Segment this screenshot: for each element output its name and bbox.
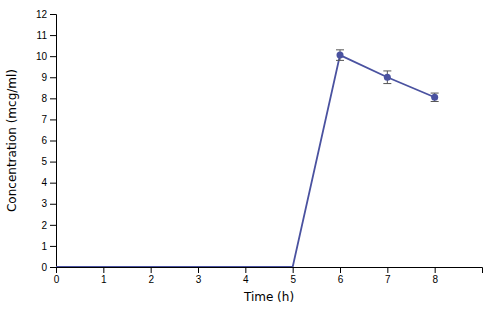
y-tick-mark <box>50 183 56 184</box>
y-tick-mark <box>50 119 56 120</box>
x-tick-mark <box>151 267 152 273</box>
y-tick-label: 4 <box>41 177 47 188</box>
y-tick: 2 <box>41 220 56 231</box>
y-tick-mark <box>50 246 56 247</box>
x-axis: 0 1 2 3 4 5 6 7 8 <box>54 267 483 285</box>
y-tick: 11 <box>37 30 56 41</box>
x-axis-line <box>57 268 483 274</box>
point <box>384 74 391 81</box>
x-tick-mark <box>293 267 294 273</box>
y-tick: 8 <box>41 93 56 104</box>
y-tick-mark <box>50 14 56 15</box>
x-tick-mark <box>387 267 388 273</box>
x-tick: 1 <box>101 267 107 285</box>
y-tick-mark <box>50 141 56 142</box>
y-tick: 6 <box>41 135 56 146</box>
x-tick: 0 <box>54 267 60 285</box>
y-tick: 4 <box>41 177 56 188</box>
x-tick-label: 7 <box>385 274 391 285</box>
marks <box>56 50 439 267</box>
y-axis: 0123456789101112 <box>36 9 57 273</box>
y-tick-label: 10 <box>36 51 48 62</box>
y-tick-label: 2 <box>41 220 47 231</box>
y-tick: 12 <box>36 9 56 20</box>
x-tick: 5 <box>290 267 296 285</box>
y-tick-mark <box>50 98 56 99</box>
y-tick-label: 8 <box>41 93 47 104</box>
x-tick-mark <box>435 267 436 273</box>
y-tick-label: 6 <box>41 135 47 146</box>
point <box>431 94 438 101</box>
y-tick-label: 0 <box>41 262 47 273</box>
y-tick: 5 <box>41 156 56 167</box>
x-tick-label: 6 <box>338 274 344 285</box>
y-axis-line <box>50 15 57 268</box>
y-tick-label: 7 <box>41 114 47 125</box>
chart: 0123456780123456789101112Time (h)Concent… <box>0 0 500 309</box>
y-tick-mark <box>50 162 56 163</box>
x-tick: 7 <box>385 267 391 285</box>
x-tick-mark <box>245 267 246 273</box>
y-tick: 3 <box>41 198 56 209</box>
x-tick-label: 5 <box>290 274 296 285</box>
x-tick: 3 <box>196 267 202 285</box>
x-axis-title: Time (h) <box>243 290 294 304</box>
y-tick-mark <box>50 56 56 57</box>
y-tick: 9 <box>41 72 56 83</box>
x-tick: 8 <box>432 267 438 285</box>
y-tick-label: 5 <box>41 156 47 167</box>
y-tick: 7 <box>41 114 56 125</box>
x-tick-label: 2 <box>148 274 154 285</box>
y-tick-label: 9 <box>41 72 47 83</box>
x-tick-mark <box>198 267 199 273</box>
x-tick-label: 4 <box>243 274 249 285</box>
x-tick-label: 1 <box>101 274 107 285</box>
x-tick: 4 <box>243 267 249 285</box>
error-bar <box>431 93 439 101</box>
x-tick-label: 8 <box>432 274 438 285</box>
x-tick-mark <box>340 267 341 273</box>
y-tick: 10 <box>36 51 56 62</box>
y-tick: 0 <box>41 262 56 273</box>
y-tick: 1 <box>41 241 56 252</box>
point <box>337 52 344 59</box>
x-tick-label: 0 <box>54 274 60 285</box>
y-tick-mark <box>50 77 56 78</box>
y-tick-label: 3 <box>41 198 47 209</box>
x-tick-label: 3 <box>196 274 202 285</box>
y-tick-mark <box>50 267 56 268</box>
y-tick-label: 12 <box>36 9 48 20</box>
y-tick-label: 11 <box>37 30 48 41</box>
x-tick: 2 <box>148 267 154 285</box>
y-tick-label: 1 <box>41 241 47 252</box>
x-tick: 6 <box>338 267 344 285</box>
x-tick-mark <box>103 267 104 273</box>
line <box>56 55 435 267</box>
y-tick-mark <box>50 204 56 205</box>
y-axis-title: Concentration (mcg/ml) <box>5 69 19 212</box>
y-tick-mark <box>50 225 56 226</box>
error-bar <box>336 50 344 61</box>
y-tick-mark <box>50 35 56 36</box>
error-bar <box>383 71 391 84</box>
plot-area: 0123456780123456789101112 <box>36 9 483 285</box>
